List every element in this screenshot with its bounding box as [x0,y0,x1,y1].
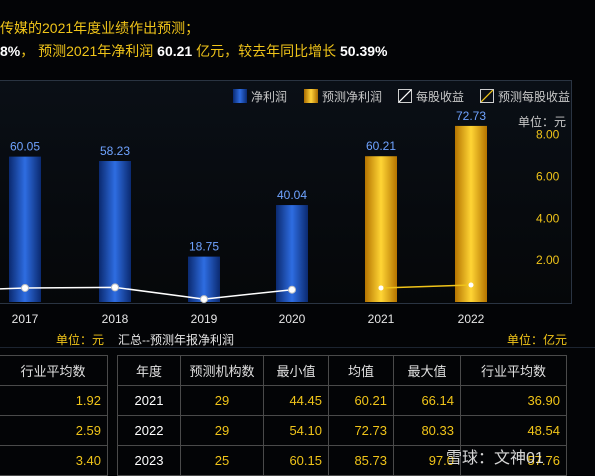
table-cell: 2.59 [0,415,108,446]
bar-value-label: 40.04 [277,188,307,202]
cell-min: 44.45 [263,385,329,416]
unit-yuan-bottom: 单位：元 [56,333,105,347]
th-min: 最小值 [263,355,329,386]
separator [0,347,595,348]
cell-max: 97.0 [393,445,461,476]
table-row: 2021 29 44.45 60.21 66.14 36.90 [117,385,567,416]
bar-value-label: 60.05 [10,140,40,154]
legend-label-eps: 每股收益 [416,90,465,104]
table-cell: 1.92 [0,385,108,416]
bar [188,256,220,302]
forecast-table: 年度 预测机构数 最小值 均值 最大值 行业平均数 2021 29 44.45 … [117,355,567,476]
cell-min: 54.10 [263,415,329,446]
forecast-eps-point [378,285,384,291]
summary-net-profit-value: 60.21 [157,43,193,59]
legend-swatch-forecast-eps [480,89,494,103]
cell-industry-avg: 36.90 [460,385,567,416]
th-industry-avg: 行业平均数 [460,355,567,386]
x-tick-label: 2019 [191,312,218,326]
cell-min: 60.15 [263,445,329,476]
unit-yuan-top: 单位：元 [518,115,567,129]
bar-value-label: 60.21 [366,139,396,153]
cell-institutions: 29 [180,385,264,416]
x-tick-label: 2020 [279,312,306,326]
cell-year: 2023 [117,445,181,476]
y-tick-label: 8.00 [536,128,560,142]
cell-year: 2022 [117,415,181,446]
summary-growth-rate: 50.39% [340,43,388,59]
legend-eps[interactable]: 每股收益 [398,88,465,104]
y-tick-label: 6.00 [536,170,560,184]
cell-mean: 72.73 [328,415,394,446]
forecast-eps-point [468,282,474,288]
bar [365,156,397,302]
summary-growth-prev: 8% [0,43,21,59]
bar-value-label: 72.73 [456,109,486,123]
left-table: 行业平均数 1.92 2.59 3.40 [0,355,108,476]
x-tick-label: 2022 [458,312,485,326]
x-tick-label: 2017 [12,312,39,326]
summary-text-forecast: ， 预测2021年净利润 [20,43,154,59]
eps-point [21,283,29,292]
y-tick-label: 2.00 [536,253,560,267]
legend-label-forecast-eps: 预测每股收益 [498,90,571,104]
eps-point [200,295,208,304]
cell-industry-avg: 48.54 [460,415,567,446]
watermark: 雪球：文神01 [446,450,544,467]
table-row: 3.40 [0,445,108,476]
x-tick-label: 2018 [102,312,129,326]
cell-max: 66.14 [393,385,461,416]
eps-point [111,283,119,292]
table-cell: 3.40 [0,445,108,476]
legend-forecast-net-profit[interactable]: 预测净利润 [304,88,383,104]
bar [99,161,131,302]
th-institutions: 预测机构数 [180,355,264,386]
table-row: 2022 29 54.10 72.73 80.33 48.54 [117,415,567,446]
cell-year: 2021 [117,385,181,416]
chart-subtitle: 汇总--预测年报净利润 [118,333,234,347]
cell-mean: 85.73 [328,445,394,476]
cell-mean: 60.21 [328,385,394,416]
th-max: 最大值 [393,355,461,386]
bar-chart: 2.00 4.00 6.00 8.00 60.05 2017 58.23 2018 18.75 2… [0,109,560,326]
legend-label-net-profit: 净利润 [251,90,288,104]
th-mean: 均值 [328,355,394,386]
bar-value-label: 58.23 [100,144,130,158]
x-tick-label: 2021 [368,312,395,326]
legend-swatch-eps [398,89,412,103]
legend-swatch-forecast-net-profit [304,89,318,103]
bar [455,125,487,302]
summary-text-unit: 亿元，较去年同比增长 [196,43,337,59]
cell-max: 80.33 [393,415,461,446]
legend-net-profit[interactable]: 净利润 [233,88,288,104]
legend-swatch-net-profit [233,89,247,103]
cell-institutions: 25 [180,445,264,476]
cell-institutions: 29 [180,415,264,446]
legend-label-forecast-net-profit: 预测净利润 [322,90,383,104]
bar [9,156,41,302]
unit-yiyuan: 单位：亿元 [507,333,568,347]
table-row: 1.92 [0,385,108,416]
eps-point [288,285,296,294]
eps-line [0,286,293,300]
y-tick-label: 4.00 [536,211,560,225]
forecast-eps-line [380,284,472,289]
left-table-header: 行业平均数 [0,355,108,386]
table-row: 2.59 [0,415,108,446]
summary-line-1: 传媒的2021年度业绩作出预测； [0,20,200,36]
th-year: 年度 [117,355,181,386]
legend-forecast-eps[interactable]: 预测每股收益 [480,88,571,104]
summary-line-2: 8%， 预测2021年净利润 60.21 亿元，较去年同比增长 50.39% [0,41,387,61]
bar-value-label: 18.75 [189,240,219,254]
